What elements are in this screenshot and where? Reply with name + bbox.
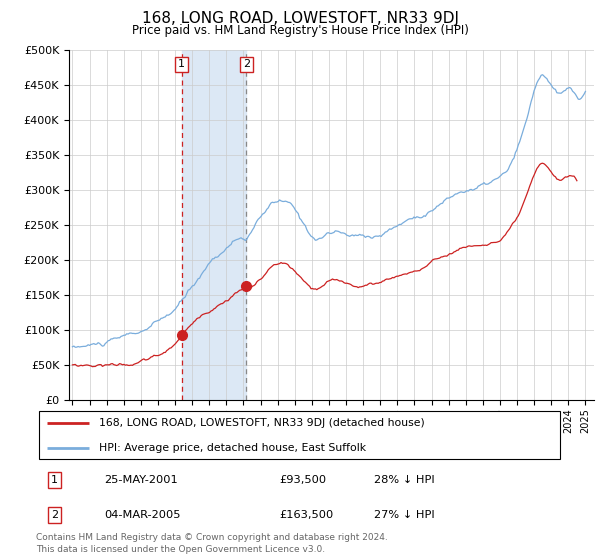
Text: Price paid vs. HM Land Registry's House Price Index (HPI): Price paid vs. HM Land Registry's House … [131,24,469,37]
Text: 2: 2 [51,510,58,520]
Text: Contains HM Land Registry data © Crown copyright and database right 2024.
This d: Contains HM Land Registry data © Crown c… [36,533,388,554]
Text: HPI: Average price, detached house, East Suffolk: HPI: Average price, detached house, East… [100,442,367,452]
Text: 1: 1 [178,59,185,69]
Text: 168, LONG ROAD, LOWESTOFT, NR33 9DJ: 168, LONG ROAD, LOWESTOFT, NR33 9DJ [142,11,458,26]
Text: 04-MAR-2005: 04-MAR-2005 [104,510,181,520]
Text: £93,500: £93,500 [279,475,326,484]
Bar [182,50,247,400]
FancyBboxPatch shape [38,412,560,459]
Text: 168, LONG ROAD, LOWESTOFT, NR33 9DJ (detached house): 168, LONG ROAD, LOWESTOFT, NR33 9DJ (det… [100,418,425,428]
Text: £163,500: £163,500 [279,510,333,520]
Text: 28% ↓ HPI: 28% ↓ HPI [374,475,434,484]
Text: 1: 1 [51,475,58,484]
Text: 25-MAY-2001: 25-MAY-2001 [104,475,178,484]
Text: 27% ↓ HPI: 27% ↓ HPI [374,510,434,520]
Text: 2: 2 [243,59,250,69]
